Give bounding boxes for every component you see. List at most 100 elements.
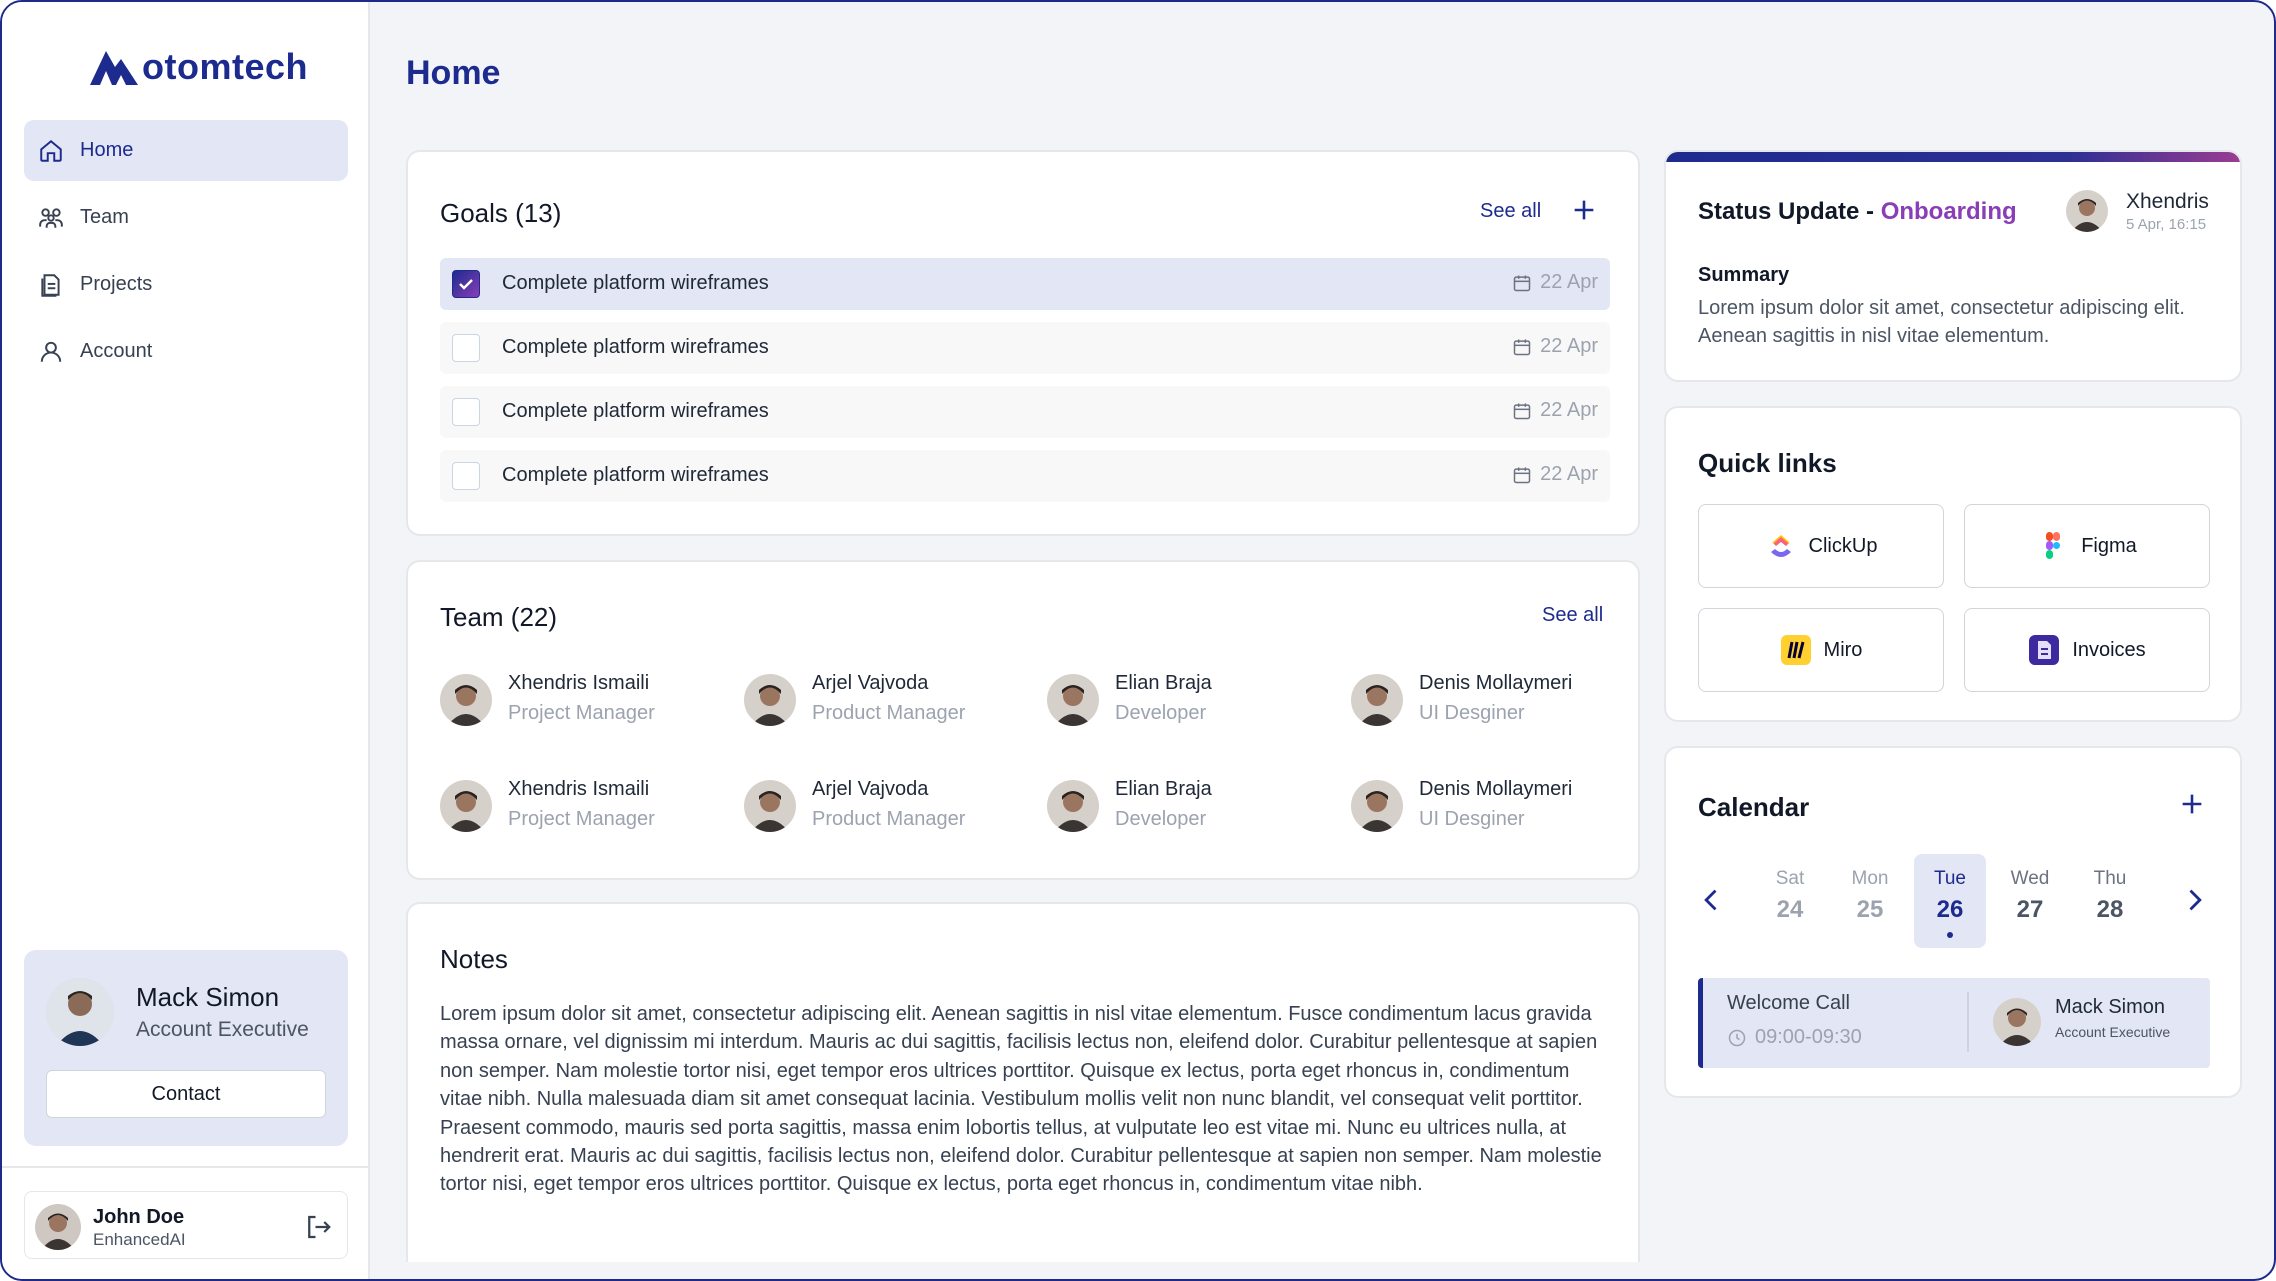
avatar [744,780,796,832]
add-event-icon[interactable] [2178,790,2206,818]
user-company: EnhancedAI [93,1230,186,1249]
goal-item[interactable]: Complete platform wireframes 22 Apr [440,450,1610,502]
member-name: Xhendris Ismaili [508,778,650,800]
event-person-name: Mack Simon [2055,996,2166,1018]
profile-role: Account Executive [136,1018,309,1041]
profile-name: Mack Simon [136,982,280,1012]
team-member[interactable]: Elian Braja Developer [1047,774,1327,838]
add-goal-icon[interactable] [1570,196,1598,224]
goals-see-all-link[interactable]: See all [1480,200,1542,222]
sidebar: otomtech Home Team Projects Account [2,2,370,1279]
goal-label: Complete platform wireframes [502,464,769,486]
status-update-card: Status Update - Onboarding Xhendris 5 Ap… [1664,150,2242,382]
quick-link-clickup[interactable]: ClickUp [1698,504,1944,588]
goal-item[interactable]: Complete platform wireframes 22 Apr [440,386,1610,438]
goal-checkbox[interactable] [452,334,480,362]
quick-link-label: Invoices [2072,638,2146,661]
team-member[interactable]: Elian Braja Developer [1047,668,1327,732]
quick-link-figma[interactable]: Figma [1964,504,2210,588]
logo-mountain-icon [90,51,138,85]
avatar [440,780,492,832]
divider [1967,992,1969,1052]
profile-card: Mack Simon Account Executive Contact [24,950,348,1146]
member-name: Arjel Vajvoda [812,672,929,694]
goal-date: 22 Apr [1512,271,1598,294]
team-member[interactable]: Denis Mollaymeri UI Desginer [1351,668,1631,732]
quick-link-label: Figma [2081,534,2137,557]
goal-date-text: 22 Apr [1540,463,1598,485]
quick-link-label: Miro [1823,638,1863,661]
logout-icon[interactable] [303,1212,333,1242]
calendar-day[interactable]: Wed 27 [1994,854,2066,948]
avatar [1993,998,2041,1046]
goal-checkbox[interactable] [452,462,480,490]
quick-link-label: ClickUp [1808,534,1878,557]
contact-button[interactable]: Contact [46,1070,326,1118]
team-member[interactable]: Arjel Vajvoda Product Manager [744,774,1024,838]
team-member[interactable]: Arjel Vajvoda Product Manager [744,668,1024,732]
document-icon [41,273,60,297]
event-person-role: Account Executive [2055,1024,2171,1040]
current-user[interactable]: John Doe EnhancedAI [24,1191,348,1259]
goals-title: Goals (13) [440,198,562,228]
quick-link-invoices[interactable]: Invoices [1964,608,2210,692]
day-name: Wed [2010,868,2050,889]
miro-icon [1780,635,1811,665]
member-name: Xhendris Ismaili [508,672,650,694]
status-title-prefix: Status Update - [1698,198,1881,225]
goal-checkbox[interactable] [452,270,480,298]
team-card: Team (22) See all Xhendris Ismaili Proje… [406,560,1640,880]
goal-checkbox[interactable] [452,398,480,426]
sidebar-item-home[interactable]: Home [24,120,348,181]
calendar-day[interactable]: Thu 28 [2074,854,2146,948]
goal-item[interactable]: Complete platform wireframes 22 Apr [440,258,1610,310]
avatar [46,978,114,1046]
team-member[interactable]: Xhendris Ismaili Project Manager [440,774,720,838]
avatar [35,1204,81,1250]
event-time: 09:00-09:30 [1727,1026,1862,1049]
quick-link-miro[interactable]: Miro [1698,608,1944,692]
member-role: Product Manager [812,808,966,830]
user-name: John Doe [93,1206,185,1228]
goal-label: Complete platform wireframes [502,272,769,294]
goal-item[interactable]: Complete platform wireframes 22 Apr [440,322,1610,374]
member-name: Arjel Vajvoda [812,778,929,800]
calendar-event[interactable]: Welcome Call 09:00-09:30 Mack Simon Acco… [1698,978,2210,1068]
avatar [1351,674,1403,726]
team-title: Team (22) [440,602,558,632]
avatar [1047,674,1099,726]
calendar-day[interactable]: Sat 24 [1754,854,1826,948]
quick-links-card: Quick links ClickUp Figma Miro Invoices [1664,406,2242,722]
team-member[interactable]: Xhendris Ismaili Project Manager [440,668,720,732]
avatar [1047,780,1099,832]
notes-title: Notes [440,944,508,974]
chevron-left-icon[interactable] [1698,886,1726,914]
status-date: 5 Apr, 16:15 [2126,216,2207,233]
day-name: Mon [1851,868,1889,889]
day-name: Thu [2093,868,2127,889]
users-icon [39,207,63,228]
team-see-all-link[interactable]: See all [1542,604,1604,626]
avatar [2066,190,2108,232]
calendar-day[interactable]: Mon 25 [1834,854,1906,948]
quick-links-title: Quick links [1698,448,1837,478]
event-title: Welcome Call [1727,992,1850,1014]
summary-text: Lorem ipsum dolor sit amet, consectetur … [1698,297,2185,347]
sidebar-item-team[interactable]: Team [24,187,348,248]
sidebar-item-label: Account [80,340,153,362]
member-role: Developer [1115,808,1207,830]
day-name: Sat [1775,868,1805,889]
goal-date-text: 22 Apr [1540,271,1598,293]
user-icon [40,341,62,362]
sidebar-item-projects[interactable]: Projects [24,254,348,315]
status-accent-bar [1666,152,2240,162]
brand-logo[interactable]: otomtech [88,42,308,92]
calendar-card: Calendar Sat 24 Mon 25 Tue 26 Wed 27 Thu 28 W… [1664,746,2242,1098]
calendar-day-selected[interactable]: Tue 26 [1914,854,1986,948]
day-number: 28 [2096,896,2124,923]
chevron-right-icon[interactable] [2180,886,2208,914]
day-number: 24 [1776,896,1804,923]
team-member[interactable]: Denis Mollaymeri UI Desginer [1351,774,1631,838]
sidebar-item-account[interactable]: Account [24,321,348,382]
